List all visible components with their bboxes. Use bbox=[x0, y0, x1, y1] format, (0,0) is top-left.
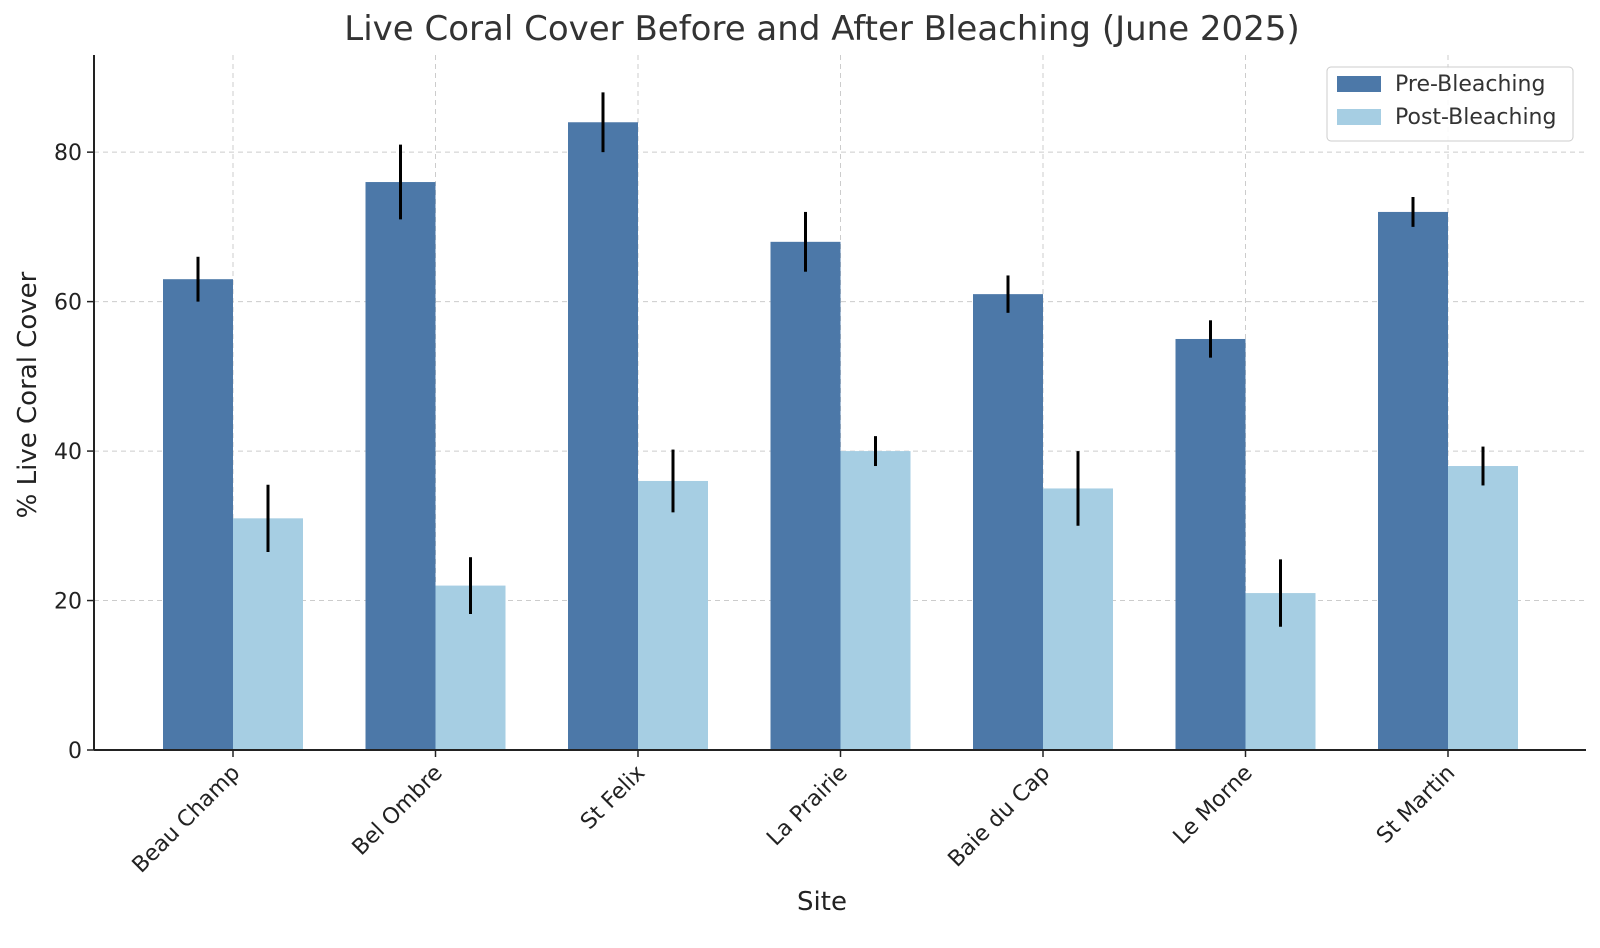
x-tick-label: St Martin bbox=[1372, 761, 1460, 849]
bar-pre-bleaching bbox=[973, 294, 1043, 750]
bar-post-bleaching bbox=[638, 480, 708, 750]
y-tick-label: 20 bbox=[54, 590, 82, 615]
legend-label: Post-Bleaching bbox=[1395, 105, 1556, 130]
legend-swatch bbox=[1337, 76, 1381, 92]
x-tick-label: Beau Champ bbox=[128, 761, 246, 879]
legend-swatch bbox=[1337, 109, 1381, 125]
y-tick-label: 80 bbox=[54, 141, 82, 166]
error-bars bbox=[196, 92, 1485, 627]
bar-post-bleaching bbox=[1043, 488, 1113, 750]
bar-pre-bleaching bbox=[770, 241, 841, 751]
bar-pre-bleaching bbox=[365, 182, 436, 750]
legend-box bbox=[1326, 66, 1574, 142]
tick-labels: 0 20 40 60 80 Beau Champ Bel Ombre St Felix La P… bbox=[54, 141, 1460, 878]
bar-post-bleaching bbox=[840, 451, 911, 750]
bar-pre-bleaching bbox=[163, 279, 233, 750]
bar-pre-bleaching bbox=[1378, 211, 1448, 750]
bar-pre-bleaching bbox=[1175, 338, 1246, 750]
axes bbox=[87, 55, 1586, 757]
x-tick-label: Bel Ombre bbox=[348, 761, 448, 861]
legend-label: Pre-Bleaching bbox=[1395, 72, 1545, 97]
bar-post-bleaching bbox=[233, 518, 303, 750]
x-tick-label: Le Morne bbox=[1169, 761, 1258, 850]
x-tick-label: Baie du Cap bbox=[944, 761, 1056, 873]
x-axis-label: Site bbox=[797, 887, 847, 917]
legend: Pre-Bleaching Post-Bleaching bbox=[1326, 66, 1574, 142]
chart-title: Live Coral Cover Before and After Bleach… bbox=[344, 9, 1299, 49]
y-tick-label: 60 bbox=[54, 291, 82, 316]
y-tick-label: 0 bbox=[68, 739, 82, 764]
x-tick-label: St Felix bbox=[576, 761, 650, 835]
x-tick-label: La Prairie bbox=[762, 761, 852, 851]
y-axis-label: % Live Coral Cover bbox=[13, 271, 43, 518]
bar-post-bleaching bbox=[1448, 466, 1518, 750]
bars bbox=[163, 122, 1518, 751]
y-tick-label: 40 bbox=[54, 440, 82, 465]
bar-pre-bleaching bbox=[568, 122, 638, 751]
